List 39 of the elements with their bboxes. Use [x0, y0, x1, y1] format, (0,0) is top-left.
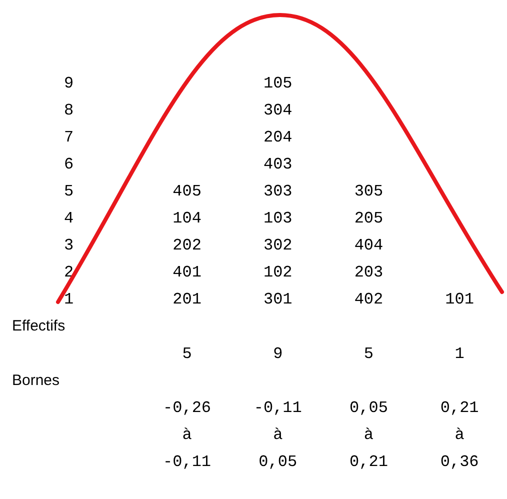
text: 5 [182, 344, 192, 363]
text: 5 [364, 344, 374, 363]
y-tick-label: 3 [64, 236, 74, 255]
data-label: 101 [445, 290, 474, 309]
data-label: 303 [263, 182, 292, 201]
data-label: 401 [172, 264, 202, 282]
x-tick-label: 0,21 à 0,36 [440, 398, 479, 471]
x-tick-label: 0,05 à 0,21 [350, 398, 388, 471]
y-tick-label: 4 [64, 210, 74, 228]
data-label: 204 [263, 128, 292, 146]
data-label: 304 [263, 101, 292, 120]
data-label: 205 [354, 210, 384, 228]
data-label: 203 [354, 264, 384, 282]
data-label: 103 [263, 210, 292, 228]
y-tick-label: 6 [64, 155, 74, 174]
data-label: 105 [263, 74, 292, 92]
data-label: 403 [263, 155, 292, 174]
text: Effectifs [12, 318, 66, 335]
y-tick-label: 9 [64, 74, 74, 92]
x-axis-title: Bornes [12, 372, 60, 389]
data-label: 305 [354, 182, 384, 201]
data-label: 405 [172, 182, 202, 201]
data-label: 302 [263, 236, 292, 255]
data-label: 202 [172, 236, 202, 255]
data-label: 301 [263, 290, 292, 309]
y-tick-label: 1 [64, 290, 74, 309]
data-label: 201 [172, 290, 202, 309]
data-label: 404 [354, 236, 384, 255]
y-tick-label: 7 [64, 128, 74, 146]
text: 9 [273, 344, 283, 363]
data-label: 402 [354, 290, 384, 309]
data-label: 102 [263, 264, 292, 282]
data-label: 104 [172, 210, 202, 228]
y-tick-label: 2 [64, 264, 74, 282]
text: 1 [454, 344, 464, 363]
y-tick-label: 8 [64, 101, 74, 120]
x-tick-label: -0,11 à 0,05 [254, 398, 302, 471]
y-tick-label: 5 [64, 182, 74, 201]
x-tick-label: -0,26 à -0,11 [163, 398, 212, 471]
